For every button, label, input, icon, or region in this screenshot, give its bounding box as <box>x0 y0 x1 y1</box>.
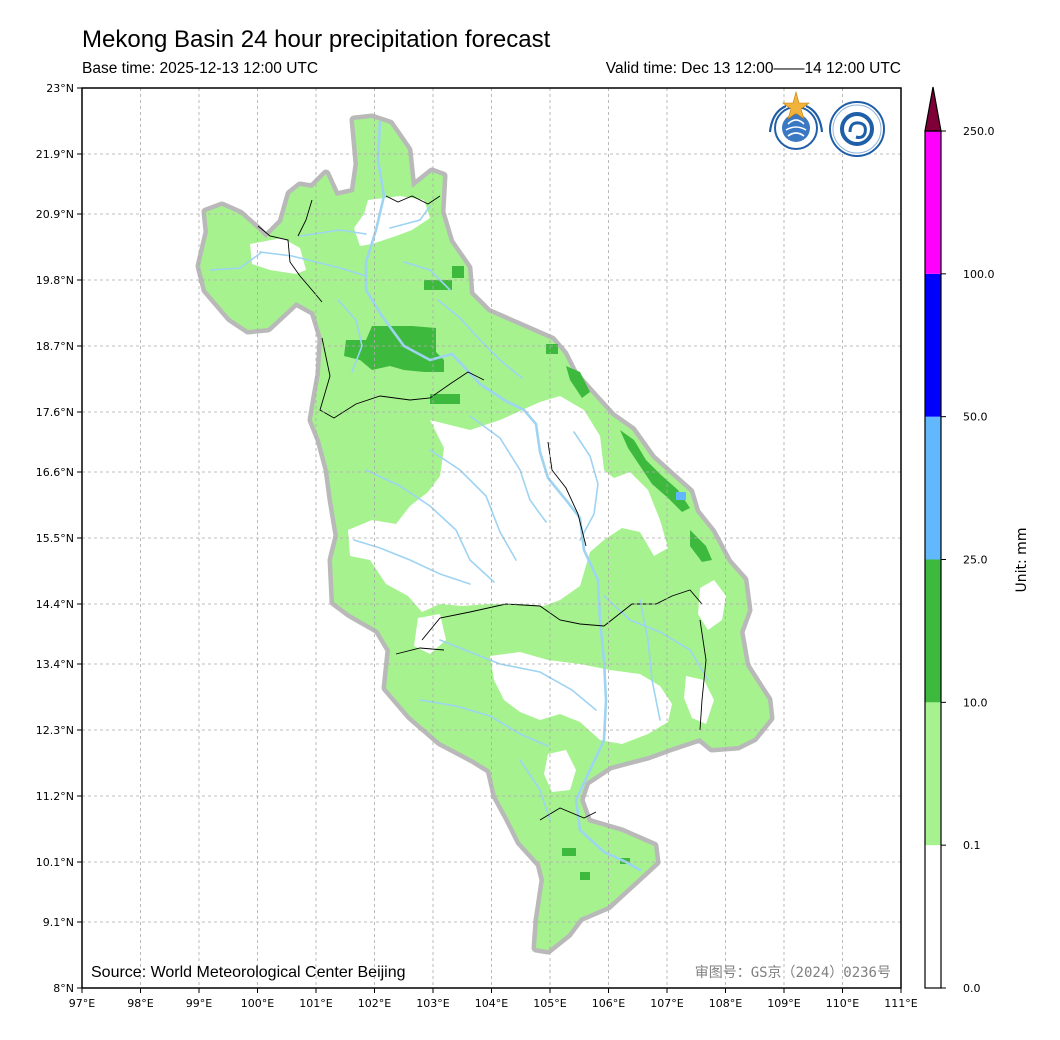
river <box>639 599 661 721</box>
river <box>469 415 547 523</box>
cma-logo <box>829 101 885 157</box>
heavy-rain-areas <box>676 492 686 500</box>
map-title: Mekong Basin 24 hour precipitation forec… <box>82 26 551 53</box>
border-line <box>319 337 485 419</box>
river <box>437 299 523 379</box>
no-rain-area <box>544 750 576 792</box>
base-time-label: Base time: 2025-12-13 12:00 UTC <box>82 60 319 77</box>
river <box>353 539 471 585</box>
lat-tick-label: 15.5°N <box>36 532 74 545</box>
moderate-rain-area <box>566 366 590 398</box>
moderate-rain-area <box>562 848 576 856</box>
colorbar-level-label: 50.0 <box>963 411 988 424</box>
river <box>439 639 597 711</box>
river <box>209 251 263 271</box>
river <box>337 299 363 373</box>
lon-tick-label: 108°E <box>709 997 742 1010</box>
mekong-main-river <box>364 120 642 872</box>
river <box>573 431 599 541</box>
colorbar-level-label: 250.0 <box>963 125 995 138</box>
lat-tick-label: 12.3°N <box>36 724 74 737</box>
colorbar: 0.0 0.1 10.0 25.0 50.0 100.0 250.0 <box>924 86 995 995</box>
colorbar-level-label: 0.1 <box>963 839 981 852</box>
lat-tick-label: 9.1°N <box>43 916 74 929</box>
colorbar-segment <box>925 131 941 274</box>
longitude-axis: 97°E 98°E 99°E 100°E 101°E 102°E 103°E 104°E 105… <box>69 988 918 1010</box>
map-plot-area: 97°E 98°E 99°E 100°E 101°E 102°E 103°E 104°E 105… <box>36 82 918 1010</box>
river <box>519 759 551 821</box>
moderate-rain-area <box>580 872 590 880</box>
moderate-rain-area <box>546 344 558 354</box>
lon-tick-label: 100°E <box>241 997 274 1010</box>
latitude-axis: 23°N 21.9°N 20.9°N 19.8°N 18.7°N 17.6°N 16.6°N… <box>36 82 82 995</box>
lon-tick-label: 110°E <box>826 997 859 1010</box>
lon-tick-label: 109°E <box>767 997 800 1010</box>
source-label: Source: World Meteorological Center Beij… <box>91 964 406 981</box>
lat-tick-label: 21.9°N <box>36 148 74 161</box>
wmo-logo <box>768 90 824 150</box>
lon-tick-label: 111°E <box>884 997 917 1010</box>
river <box>419 699 549 747</box>
colorbar-extend-arrow <box>924 86 942 132</box>
colorbar-level-label: 0.0 <box>963 982 981 995</box>
border-line <box>257 225 323 303</box>
approval-number-label: 审图号：GS京（2024）0236号 <box>695 965 891 981</box>
border-line <box>385 195 441 205</box>
river <box>429 449 517 561</box>
lat-tick-label: 23°N <box>46 82 74 95</box>
river <box>299 229 367 237</box>
lat-tick-label: 11.2°N <box>36 790 74 803</box>
border-line <box>547 441 587 547</box>
border-line <box>699 619 707 731</box>
lat-tick-label: 16.6°N <box>36 466 74 479</box>
lat-tick-label: 17.6°N <box>36 406 74 419</box>
colorbar-segment <box>925 559 941 703</box>
colorbar-level-label: 25.0 <box>963 554 988 567</box>
lon-tick-label: 98°E <box>127 997 153 1010</box>
colorbar-segment <box>925 273 941 417</box>
river-network <box>209 120 709 872</box>
moderate-rain-area <box>424 280 452 290</box>
lat-tick-label: 20.9°N <box>36 208 74 221</box>
border-line <box>421 589 703 641</box>
moderate-rain-area <box>452 266 464 278</box>
lat-tick-label: 18.7°N <box>36 340 74 353</box>
lat-tick-label: 19.8°N <box>36 274 74 287</box>
lon-tick-label: 106°E <box>592 997 625 1010</box>
moderate-rain-area <box>344 326 444 372</box>
gridlines <box>82 88 901 988</box>
moderate-rain-area <box>620 430 690 512</box>
heavy-rain-area <box>676 492 686 500</box>
lon-tick-label: 101°E <box>299 997 332 1010</box>
colorbar-segment <box>925 416 941 560</box>
no-rain-area <box>354 196 430 246</box>
colorbar-segment <box>925 702 941 846</box>
lon-tick-label: 105°E <box>533 997 566 1010</box>
lat-tick-label: 14.4°N <box>36 598 74 611</box>
colorbar-segment <box>925 845 941 988</box>
lat-tick-label: 10.1°N <box>36 856 74 869</box>
colorbar-level-label: 10.0 <box>963 696 988 709</box>
moderate-rain-area <box>430 394 460 404</box>
no-rain-area <box>414 614 446 654</box>
lon-tick-label: 97°E <box>69 997 95 1010</box>
lat-tick-label: 8°N <box>53 982 74 995</box>
border-line <box>395 647 445 655</box>
lon-tick-label: 104°E <box>475 997 508 1010</box>
colorbar-level-label: 100.0 <box>963 268 995 281</box>
lon-tick-label: 99°E <box>186 997 212 1010</box>
border-line <box>297 199 313 237</box>
river <box>403 261 451 291</box>
no-rain-area <box>684 676 714 724</box>
lat-tick-label: 13.4°N <box>36 658 74 671</box>
lon-tick-label: 102°E <box>358 997 391 1010</box>
colorbar-unit-label: Unit: mm <box>1014 528 1030 593</box>
no-rain-area <box>698 580 726 630</box>
river <box>389 205 431 229</box>
valid-time-label: Valid time: Dec 13 12:00——14 12:00 UTC <box>605 60 901 77</box>
lon-tick-label: 107°E <box>650 997 683 1010</box>
river <box>365 469 495 583</box>
lon-tick-label: 103°E <box>416 997 449 1010</box>
